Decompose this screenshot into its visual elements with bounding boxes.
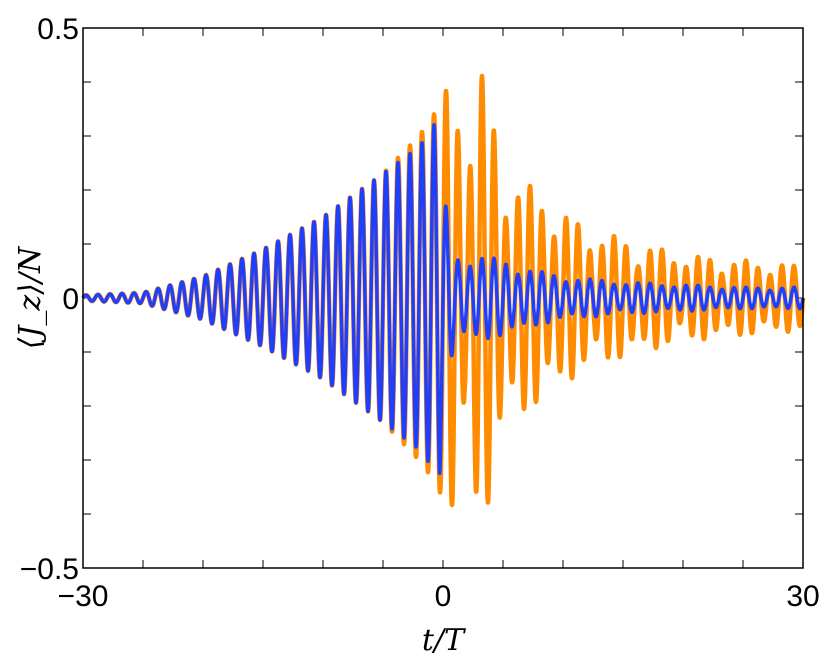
x-tick-label: 30: [786, 580, 819, 613]
y-tick-label: 0.5: [37, 13, 79, 46]
x-tick-label: −30: [58, 580, 109, 613]
y-tick-label: 0: [62, 283, 79, 316]
x-tick-label: 0: [435, 580, 452, 613]
y-tick-label: −0.5: [20, 553, 79, 586]
y-axis-label: ⟨J_z⟩/N: [13, 245, 48, 349]
series-line-blue: [81, 123, 805, 476]
plot-frame: [82, 27, 804, 569]
x-axis-label: t/T: [422, 623, 466, 658]
series-group: [80, 73, 806, 508]
